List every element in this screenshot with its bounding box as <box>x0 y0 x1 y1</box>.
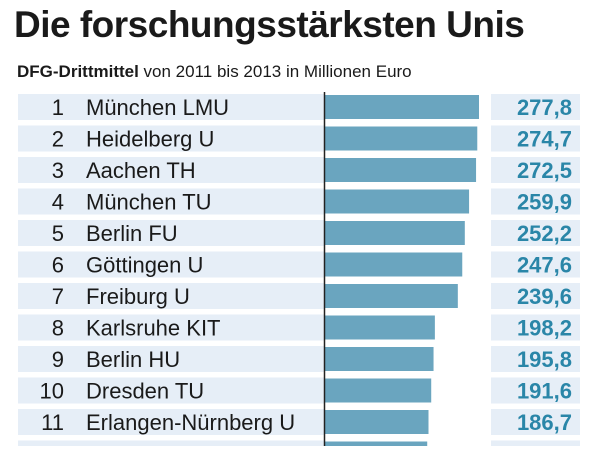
value-band <box>491 157 580 183</box>
category-label: Heidelberg U <box>86 127 214 152</box>
data-label: 191,6 <box>517 379 572 404</box>
category-label: Dresden TU <box>86 379 204 404</box>
value-band <box>491 220 580 246</box>
bar <box>325 347 434 371</box>
data-label: 198,2 <box>517 316 572 341</box>
category-label: München TU <box>86 190 212 215</box>
data-label: 274,7 <box>517 127 572 152</box>
data-label: 277,8 <box>517 95 572 120</box>
bar <box>325 158 477 182</box>
value-band <box>491 377 580 404</box>
value-band <box>491 251 580 278</box>
data-label: 252,2 <box>517 221 572 246</box>
row-band <box>18 94 324 120</box>
bar <box>325 410 429 434</box>
bar <box>325 252 463 277</box>
category-label: Aachen TH <box>86 158 196 183</box>
row-band <box>18 346 324 372</box>
bar <box>325 189 470 214</box>
value-band <box>491 125 580 152</box>
value-band <box>491 346 580 372</box>
category-label: Berlin HU <box>86 347 180 372</box>
value-band <box>491 409 580 435</box>
bar <box>325 95 479 119</box>
category-label: Karlsruhe KIT <box>86 316 221 341</box>
rank-label: 4 <box>52 190 64 215</box>
bar <box>325 221 465 245</box>
rank-label: 7 <box>52 284 64 309</box>
row-band <box>18 157 324 183</box>
category-label: Göttingen U <box>86 253 203 278</box>
bar <box>325 378 432 403</box>
data-label: 186,7 <box>517 410 572 435</box>
chart-title: Die forschungsstärksten Unis <box>14 4 525 45</box>
data-label: 247,6 <box>517 253 572 278</box>
row-band <box>18 409 324 435</box>
bar <box>325 284 458 308</box>
data-label: 259,9 <box>517 190 572 215</box>
rank-label: 6 <box>52 253 64 278</box>
rank-label: 11 <box>41 410 64 435</box>
rank-label: 2 <box>52 127 64 152</box>
data-label: 239,6 <box>517 284 572 309</box>
rank-label: 3 <box>52 158 64 183</box>
row-band <box>18 220 324 246</box>
chart-subtitle: DFG-Drittmittel von 2011 bis 2013 in Mil… <box>17 62 412 82</box>
category-label: Berlin FU <box>86 221 178 246</box>
rank-label: 1 <box>52 95 64 120</box>
row-band <box>18 251 324 278</box>
category-label: München LMU <box>86 95 229 120</box>
rank-label: 8 <box>52 316 64 341</box>
value-band <box>491 188 580 215</box>
row-band <box>18 440 324 446</box>
value-band <box>491 94 580 120</box>
row-band <box>18 314 324 341</box>
value-band <box>491 440 580 446</box>
value-band <box>491 283 580 309</box>
data-label: 184,4 <box>517 442 573 450</box>
row-band <box>18 283 324 309</box>
value-band <box>491 314 580 341</box>
row-band <box>18 125 324 152</box>
rank-label: 10 <box>40 379 64 404</box>
bar <box>325 126 478 151</box>
plot-area: 1 München LMU 277,8 2 Heidelberg U 274,7 3 Aach… <box>18 92 580 450</box>
row-band <box>18 377 324 404</box>
subtitle-rest: von 2011 bis 2013 in Millionen Euro <box>138 62 412 81</box>
category-label: Freiburg U <box>86 284 190 309</box>
rank-label: 9 <box>52 347 64 372</box>
bar <box>325 441 428 446</box>
subtitle-strong: DFG-Drittmittel <box>17 62 139 81</box>
data-label: 272,5 <box>517 158 572 183</box>
category-label: Erlangen-Nürnberg U <box>86 410 295 435</box>
rank-label: 12 <box>40 442 64 450</box>
bar <box>325 315 435 340</box>
rank-label: 5 <box>52 221 64 246</box>
row-band <box>18 188 324 215</box>
category-label: Bonn U <box>86 442 159 450</box>
data-label: 195,8 <box>517 347 572 372</box>
